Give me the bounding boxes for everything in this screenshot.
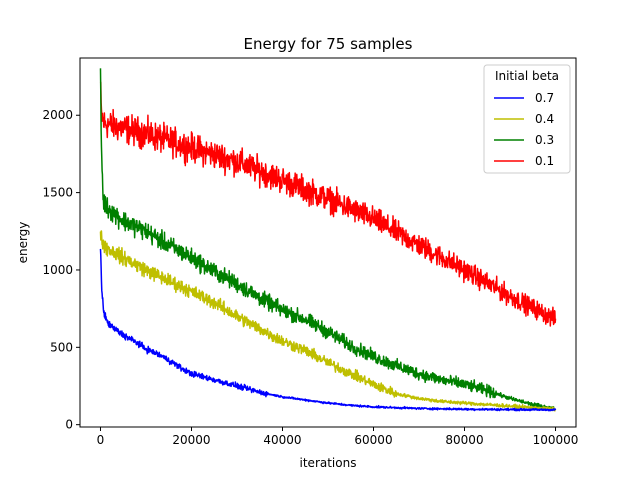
plot-frame — [79, 57, 577, 428]
legend-box — [483, 64, 571, 174]
chart-title: Energy for 75 samples — [244, 35, 413, 53]
series-line-beta-0-7 — [99, 248, 557, 412]
series-group — [99, 68, 557, 412]
x-tick-label: 20000 — [172, 433, 210, 447]
y-tick-label: 1500 — [42, 186, 73, 200]
legend-entry-label: 0.3 — [535, 133, 554, 147]
x-axis: 0 20000 40000 60000 80000 100000 — [97, 427, 579, 447]
y-axis: 0 500 1000 1500 2000 — [42, 108, 80, 432]
y-tick-label: 1000 — [42, 263, 73, 277]
legend-entry-label: 0.4 — [535, 112, 554, 126]
x-tick-label: 60000 — [354, 433, 392, 447]
series-line-beta-0-4 — [99, 230, 556, 412]
legend-entry-label: 0.7 — [535, 91, 554, 105]
x-tick-label: 0 — [97, 433, 105, 447]
x-tick-label: 80000 — [445, 433, 483, 447]
y-tick-label: 2000 — [42, 108, 73, 122]
y-tick-label: 0 — [65, 418, 73, 432]
x-tick-label: 100000 — [533, 433, 579, 447]
y-tick-label: 500 — [50, 340, 73, 354]
x-tick-label: 40000 — [263, 433, 301, 447]
x-axis-label: iterations — [300, 456, 357, 470]
series-line-beta-0-3 — [99, 68, 557, 412]
y-axis-label: energy — [16, 222, 30, 264]
legend-entry-label: 0.1 — [535, 154, 554, 168]
legend: Initial beta 0.7 0.4 0.3 0.1 — [483, 64, 571, 174]
legend-title: Initial beta — [495, 69, 559, 83]
series-line-beta-0-1 — [99, 81, 557, 327]
